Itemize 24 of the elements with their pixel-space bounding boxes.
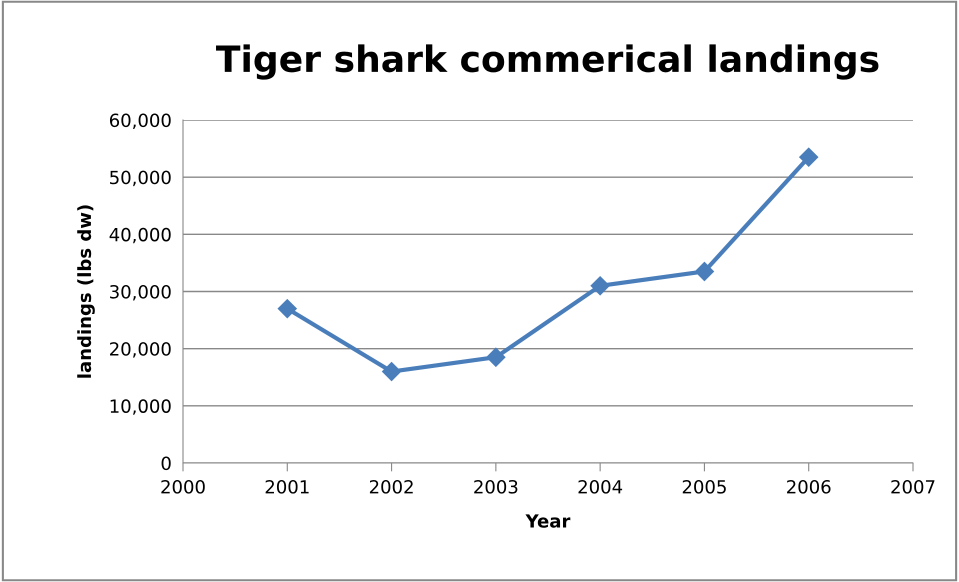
x-tick-label: 2005	[682, 480, 726, 494]
x-tick-label: 2007	[891, 480, 934, 494]
x-tick-label: 2004	[578, 480, 622, 494]
point	[382, 362, 402, 382]
point	[278, 299, 297, 318]
point	[486, 348, 506, 367]
point	[590, 276, 610, 296]
y-tick-label: 50,000	[110, 170, 171, 186]
y-tick-label: 10,000	[110, 399, 171, 415]
y-tick-label: 40,000	[110, 228, 171, 244]
y-tick-label: 20,000	[110, 342, 171, 358]
x-tick-label: 2002	[370, 480, 413, 494]
y-axis-title: landings (lbs dw)	[77, 205, 95, 378]
x-tick-label: 2001	[266, 480, 309, 494]
x-tick-label: 2003	[474, 480, 518, 494]
x-axis-title: Year	[525, 514, 570, 528]
point	[799, 148, 818, 167]
point	[694, 262, 714, 282]
y-tick-label: 60,000	[110, 113, 171, 129]
x-tick-label: 2006	[787, 480, 831, 494]
chart-title: Tiger shark commerical landings	[216, 44, 878, 80]
y-tick-label: 30,000	[110, 284, 171, 300]
y-tick-label: 0	[162, 456, 171, 470]
x-tick-label: 2000	[161, 480, 205, 494]
